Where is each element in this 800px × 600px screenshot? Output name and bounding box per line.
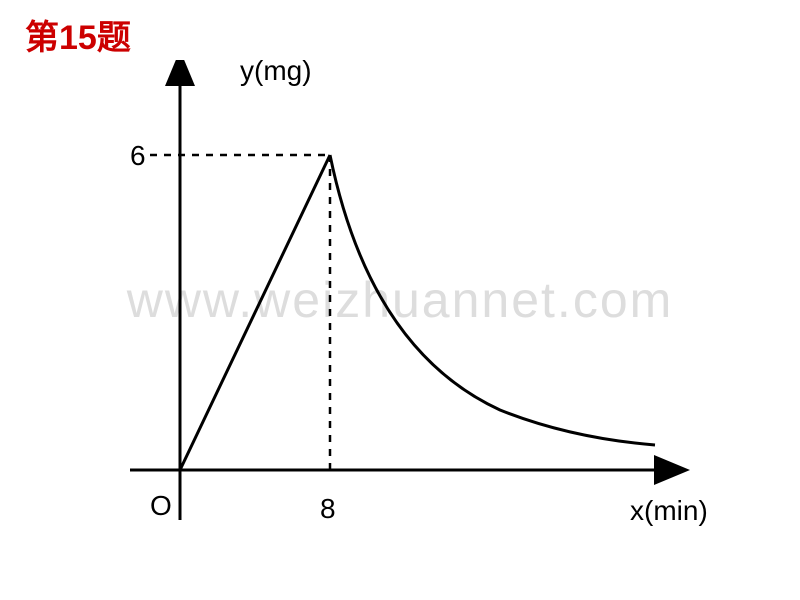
question-title: 第15题 [25, 10, 131, 59]
x-axis-label: x(min) [630, 495, 708, 526]
x-tick-label: 8 [320, 493, 336, 524]
title-number: 15 [59, 19, 97, 57]
chart-area: y(mg) x(min) O 6 8 [100, 60, 740, 560]
chart-svg: y(mg) x(min) O 6 8 [100, 60, 740, 560]
origin-label: O [150, 490, 172, 521]
decay-curve [330, 155, 655, 445]
title-suffix: 题 [97, 19, 131, 57]
y-tick-label: 6 [130, 140, 146, 171]
title-prefix: 第 [25, 19, 59, 57]
y-axis-label: y(mg) [240, 60, 312, 86]
linear-segment [180, 155, 330, 470]
